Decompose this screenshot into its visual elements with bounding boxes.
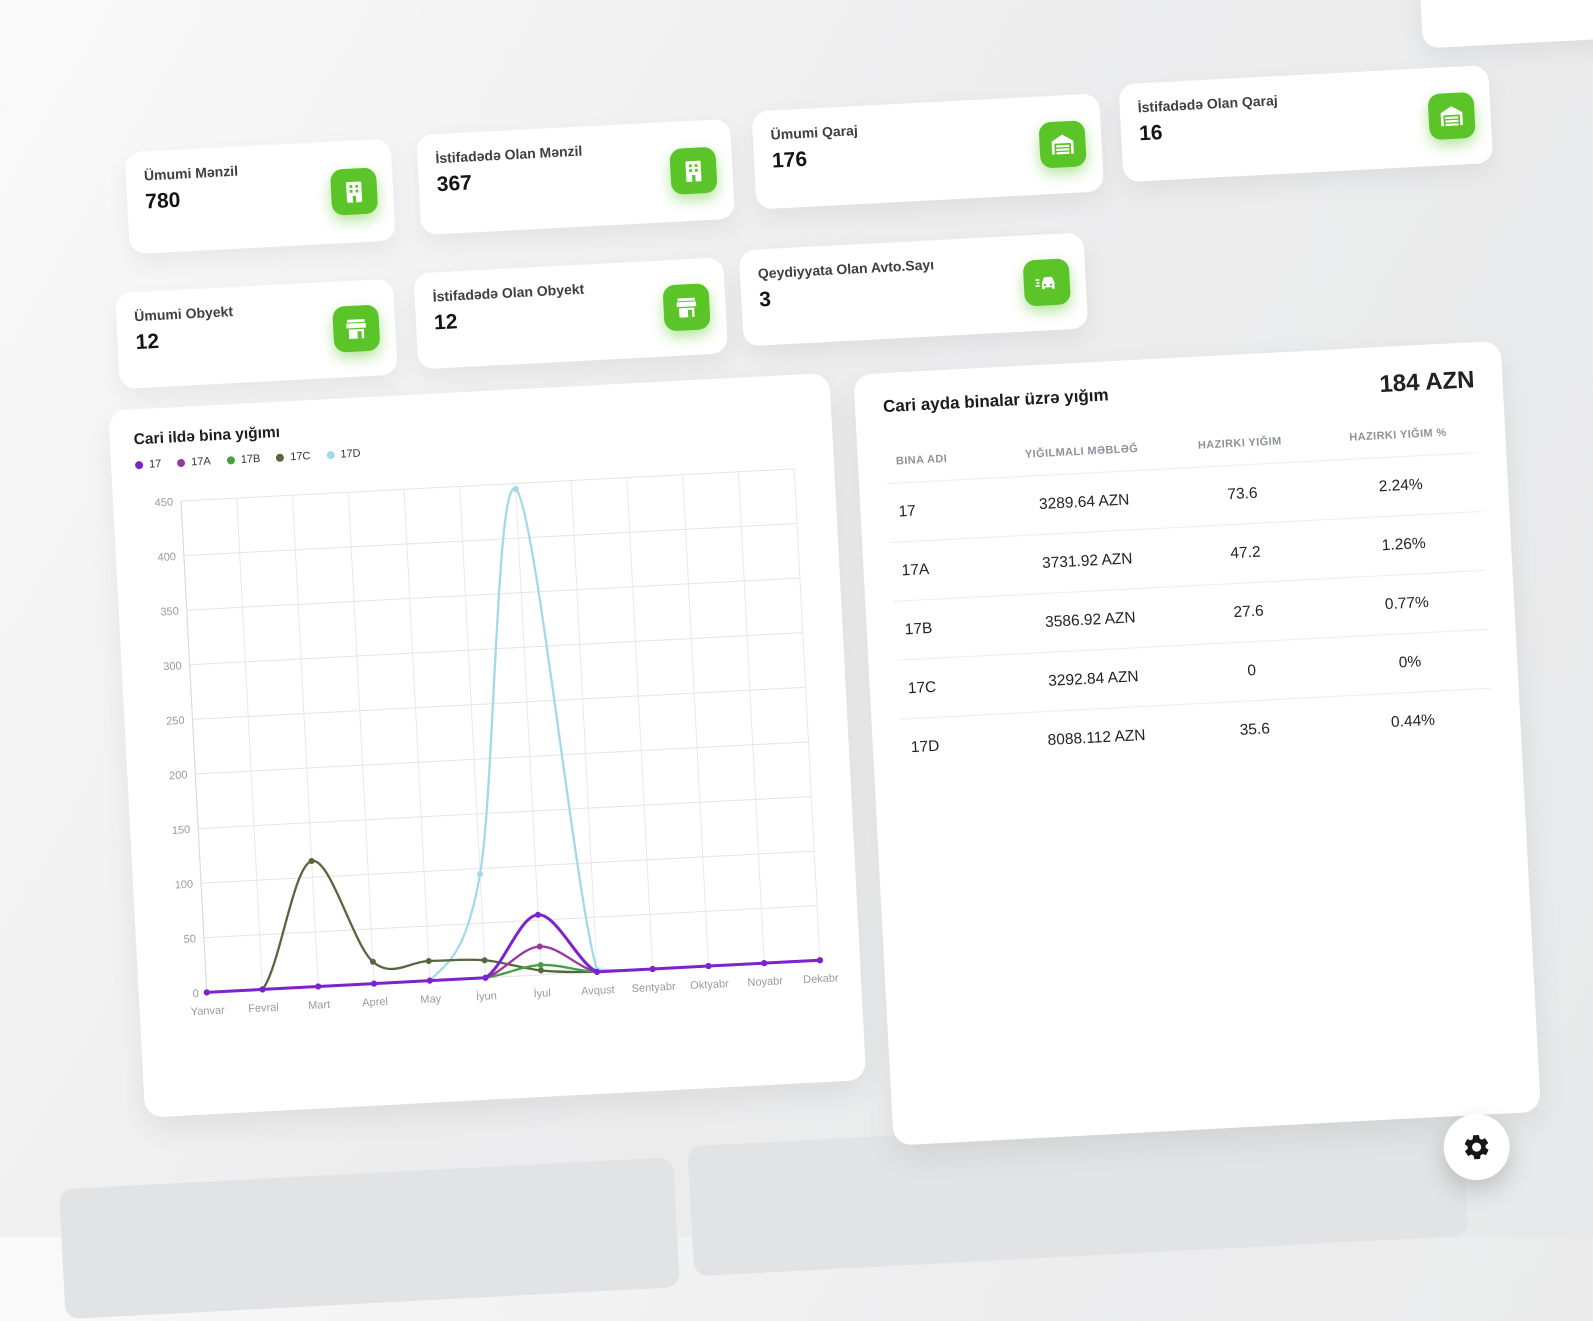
svg-text:İyun: İyun	[476, 989, 497, 1003]
legend-dot	[276, 453, 285, 462]
collections-table: BINA ADI YIĞILMALI MƏBLƏĞ HAZIRKI YIĞIM HAZ…	[884, 410, 1494, 778]
svg-text:300: 300	[163, 660, 182, 673]
table-cell: 27.6	[1167, 578, 1330, 646]
svg-text:Oktyabr: Oktyabr	[690, 978, 729, 992]
svg-text:Avqust: Avqust	[581, 984, 615, 998]
table-cell: 35.6	[1239, 720, 1271, 739]
store-icon	[662, 283, 711, 332]
legend-label: 17B	[240, 452, 261, 466]
stat-card-umumi-menzil: Ümumi Mənzil 780	[124, 138, 396, 255]
table-cell: 17D	[910, 737, 940, 757]
table-cell: 3731.92 AZN	[1006, 528, 1168, 596]
legend-item-17[interactable]: 17	[134, 458, 162, 471]
building-icon	[329, 167, 379, 216]
legend-label: 17A	[190, 455, 212, 469]
table-cell: 1.26%	[1323, 511, 1485, 579]
legend-item-17D[interactable]: 17D	[326, 448, 361, 462]
background-sheet	[1417, 0, 1593, 49]
column-header: BINA ADI	[884, 435, 1004, 484]
svg-text:İyul: İyul	[533, 986, 551, 1000]
table-cell: 0%	[1329, 629, 1491, 697]
car-icon	[1022, 258, 1071, 307]
legend-dot	[226, 456, 236, 465]
legend-dot	[326, 450, 335, 460]
legend-item-17C[interactable]: 17C	[276, 450, 311, 464]
gear-icon	[1461, 1131, 1493, 1163]
table-cell: 3289.64 AZN	[1003, 469, 1165, 537]
stat-card-avto-sayi: Qeydiyyata Olan Avto.Sayı 3	[738, 232, 1089, 347]
table-cell: 47.2	[1164, 519, 1327, 587]
svg-text:350: 350	[160, 606, 179, 619]
svg-text:May: May	[420, 993, 442, 1006]
svg-text:Aprel: Aprel	[362, 996, 388, 1009]
stat-card-umumi-obyekt: Ümumi Obyekt 12	[115, 278, 398, 390]
garage-icon	[1038, 120, 1087, 169]
svg-text:200: 200	[169, 769, 188, 782]
stat-card-istifadede-menzil: İstifadədə Olan Mənzil 367	[416, 118, 736, 236]
building-icon	[669, 146, 718, 195]
legend-item-17A[interactable]: 17A	[177, 455, 211, 469]
svg-text:250: 250	[166, 715, 185, 728]
svg-text:Yanvar: Yanvar	[190, 1004, 225, 1018]
table-title: Cari ayda binalar üzrə yığım	[882, 385, 1110, 417]
stat-card-umumi-qaraj: Ümumi Qaraj 176	[751, 93, 1105, 210]
svg-text:50: 50	[183, 933, 196, 946]
legend-dot	[177, 458, 186, 468]
legend-label: 17C	[289, 450, 311, 464]
table-cell: 17C	[896, 654, 1016, 720]
table-cell: 17B	[893, 595, 1013, 661]
table-cell: 0.77%	[1326, 570, 1488, 638]
svg-text:400: 400	[157, 551, 176, 564]
chart-panel: Cari ildə bina yığımı 17 17A 17B 17C 17D 0 50…	[108, 372, 867, 1118]
legend-label: 17D	[340, 447, 361, 461]
stat-card-istifadede-qaraj: İstifadədə Olan Qaraj 16	[1118, 65, 1494, 183]
table-cell: 8088.112 AZN	[1047, 726, 1146, 749]
table-cell: 17	[887, 477, 1007, 543]
stat-card-istifadede-obyekt: İstifadədə Olan Obyekt 12	[413, 257, 729, 370]
legend-dot	[134, 460, 144, 470]
svg-text:Sentyabr: Sentyabr	[631, 981, 676, 995]
table-cell: 0	[1171, 637, 1333, 705]
svg-text:450: 450	[154, 496, 173, 509]
svg-text:Noyabr: Noyabr	[747, 975, 783, 989]
line-chart: 0 50 100 150 200 250 300 350 400 450 Yanvar Fevral M…	[154, 468, 839, 1018]
svg-text:Mart: Mart	[308, 999, 331, 1012]
svg-text:Fevral: Fevral	[248, 1002, 279, 1016]
svg-text:Dekabr: Dekabr	[803, 972, 839, 986]
svg-text:100: 100	[174, 879, 193, 892]
garage-icon	[1427, 91, 1476, 141]
store-icon	[332, 304, 381, 353]
svg-text:150: 150	[172, 824, 191, 837]
table-cell: 0.44%	[1390, 711, 1436, 731]
table-cell: 17A	[890, 536, 1010, 602]
below-fold-panel	[58, 1157, 680, 1320]
legend-label: 17	[148, 458, 162, 471]
dashboard: Ümumi Mənzil 780 İstifadədə Olan Mənzil …	[58, 0, 1593, 1320]
svg-text:0: 0	[192, 988, 199, 1000]
table-cell: 3292.84 AZN	[1012, 645, 1175, 714]
settings-button[interactable]	[1441, 1112, 1512, 1182]
legend-item-17B[interactable]: 17B	[226, 452, 261, 467]
table-cell: 3586.92 AZN	[1009, 586, 1172, 655]
table-cell: 2.24%	[1320, 452, 1482, 520]
table-cell: 73.6	[1161, 460, 1324, 529]
total-amount: 184 AZN	[1378, 366, 1476, 399]
collections-panel: Cari ayda binalar üzrə yığım 184 AZN BIN…	[853, 340, 1541, 1146]
